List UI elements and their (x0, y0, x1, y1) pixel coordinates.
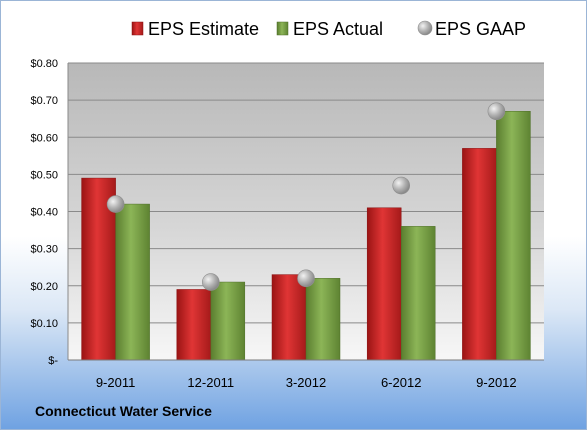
marker-eps-gaap (392, 176, 411, 195)
x-tick-label: 12-2011 (187, 375, 234, 390)
y-tick-label: $0.40 (30, 207, 58, 219)
marker-eps-gaap (202, 273, 220, 291)
marker-eps-gaap (297, 269, 315, 288)
y-tick-label: $0.50 (30, 169, 58, 181)
legend-label-eps-gaap: EPS GAAP (435, 19, 526, 39)
legend-swatch-eps-gaap (417, 20, 433, 36)
y-tick-label: $- (48, 355, 58, 367)
legend-swatch-eps-actual (276, 21, 289, 36)
bar-eps-actual (305, 278, 341, 361)
bar-eps-estimate (271, 274, 307, 361)
y-tick-label: $0.20 (30, 281, 58, 293)
company-name: Connecticut Water Service (35, 403, 212, 419)
marker-eps-gaap (106, 195, 125, 213)
legend-label-eps-actual: EPS Actual (293, 19, 383, 39)
y-tick-label: $0.10 (30, 318, 58, 330)
y-tick-label: $0.80 (30, 58, 58, 70)
x-tick-label: 6-2012 (381, 375, 421, 390)
bar-eps-actual (400, 226, 436, 361)
y-tick-label: $0.30 (30, 244, 58, 256)
y-tick-label: $0.70 (30, 95, 58, 107)
bar-eps-actual (115, 203, 150, 361)
bar-eps-actual (496, 111, 531, 361)
legend-label-eps-estimate: EPS Estimate (148, 19, 259, 39)
bar-eps-estimate (366, 207, 402, 361)
legend-swatch-eps-estimate (131, 21, 144, 36)
bar-eps-actual (210, 281, 246, 361)
x-tick-label: 9-2011 (96, 375, 136, 390)
x-tick-label: 3-2012 (286, 375, 326, 390)
x-tick-label: 9-2012 (476, 375, 516, 390)
marker-eps-gaap (487, 102, 506, 121)
bar-eps-estimate (462, 148, 497, 361)
y-tick-label: $0.60 (30, 132, 58, 144)
bar-eps-estimate (176, 289, 212, 361)
